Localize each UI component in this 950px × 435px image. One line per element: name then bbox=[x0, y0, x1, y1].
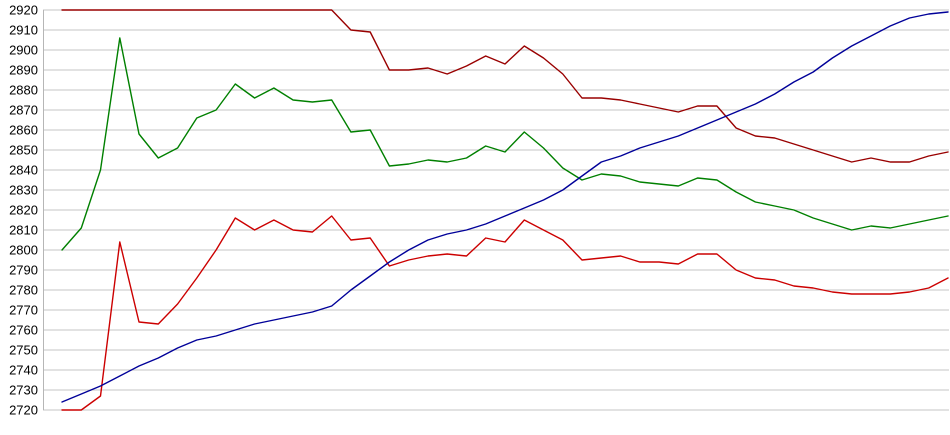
y-tick-label: 2780 bbox=[9, 283, 38, 298]
y-tick-label: 2740 bbox=[9, 363, 38, 378]
gridlines bbox=[43, 9, 949, 411]
series-blue-line bbox=[61, 11, 949, 403]
y-tick-label: 2880 bbox=[9, 83, 38, 98]
y-tick-label: 2860 bbox=[9, 123, 38, 138]
y-tick-label: 2820 bbox=[9, 203, 38, 218]
y-tick-label: 2770 bbox=[9, 303, 38, 318]
y-axis-labels: 2920 2910 2900 2890 2880 2870 2860 2850 2840 2830… bbox=[9, 3, 38, 418]
y-tick-label: 2910 bbox=[9, 23, 38, 38]
y-tick-label: 2830 bbox=[9, 183, 38, 198]
y-tick-label: 2750 bbox=[9, 343, 38, 358]
y-tick-label: 2850 bbox=[9, 143, 38, 158]
y-tick-label: 2870 bbox=[9, 103, 38, 118]
y-tick-label: 2920 bbox=[9, 3, 38, 18]
y-tick-label: 2900 bbox=[9, 43, 38, 58]
series-green-line bbox=[61, 37, 949, 251]
y-tick-label: 2790 bbox=[9, 263, 38, 278]
series-upper-dark-red-line bbox=[61, 9, 949, 163]
y-tick-label: 2840 bbox=[9, 163, 38, 178]
series-lower-red-line bbox=[61, 215, 949, 411]
y-tick-label: 2890 bbox=[9, 63, 38, 78]
y-tick-label: 2760 bbox=[9, 323, 38, 338]
y-tick-label: 2720 bbox=[9, 403, 38, 418]
y-tick-label: 2800 bbox=[9, 243, 38, 258]
y-tick-label: 2730 bbox=[9, 383, 38, 398]
y-tick-label: 2810 bbox=[9, 223, 38, 238]
